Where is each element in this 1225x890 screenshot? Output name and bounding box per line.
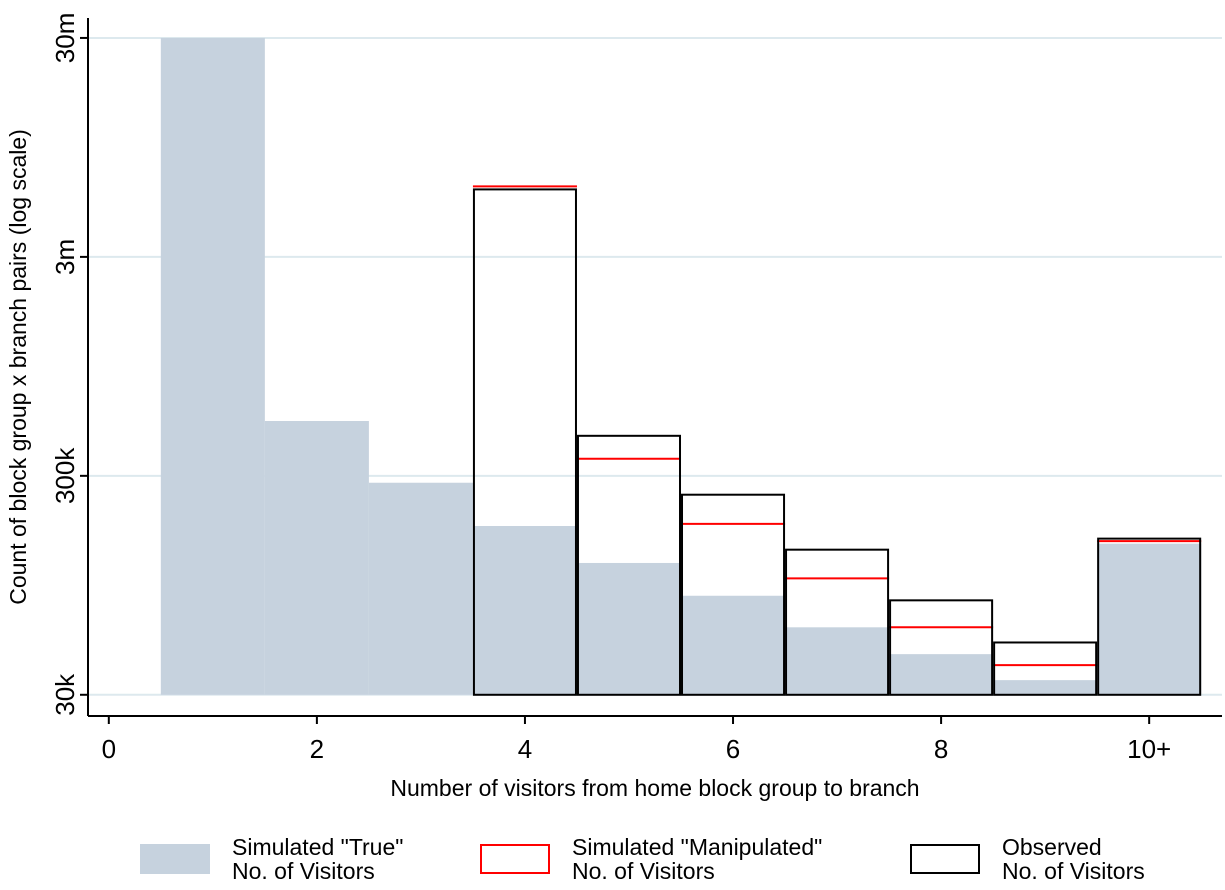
legend-label: Observed No. of Visitors [1002, 834, 1145, 884]
x-tick-label: 4 [518, 734, 532, 764]
y-tick-label: 3m [50, 239, 80, 275]
bar [472, 526, 577, 695]
outline-bar [472, 188, 577, 696]
outline-bar [576, 434, 682, 696]
y-axis-label: Count of block group x branch pairs (log… [5, 129, 31, 605]
bar [264, 421, 369, 695]
bar [160, 37, 265, 695]
legend-item: Observed No. of Visitors [910, 835, 1145, 883]
y-tick-label: 300k [50, 447, 80, 504]
legend-swatch [910, 844, 980, 874]
legend-swatch [140, 844, 210, 874]
y-tick-label: 30m [50, 13, 80, 64]
outline-bar [681, 493, 786, 696]
outline-bar [785, 548, 890, 696]
y-tick-label: 30k [50, 673, 80, 716]
x-tick-label: 8 [934, 734, 948, 764]
legend-label: Simulated "Manipulated" No. of Visitors [572, 834, 823, 884]
x-tick-label: 10+ [1127, 734, 1171, 764]
bar [889, 654, 994, 695]
legend-item: Simulated "Manipulated" No. of Visitors [480, 835, 822, 883]
legend-label: Simulated "True" No. of Visitors [232, 834, 404, 884]
outline-bar [1097, 537, 1202, 696]
x-axis-label: Number of visitors from home block group… [390, 775, 919, 801]
bar [1097, 543, 1202, 695]
bar [681, 595, 786, 695]
x-tick-label: 6 [726, 734, 740, 764]
bar [368, 482, 473, 695]
legend: Simulated "True" No. of Visitors Simulate… [0, 835, 1225, 890]
outline-bar [889, 599, 994, 696]
outline-bar [993, 641, 1098, 696]
bar [785, 627, 890, 695]
legend-swatch [480, 844, 550, 874]
bar [993, 680, 1098, 695]
x-tick-label: 0 [102, 734, 116, 764]
chart: Number of visitors from home block group… [5, 13, 1222, 801]
x-tick-label: 2 [310, 734, 324, 764]
bar [576, 562, 682, 695]
legend-item: Simulated "True" No. of Visitors [140, 835, 403, 883]
